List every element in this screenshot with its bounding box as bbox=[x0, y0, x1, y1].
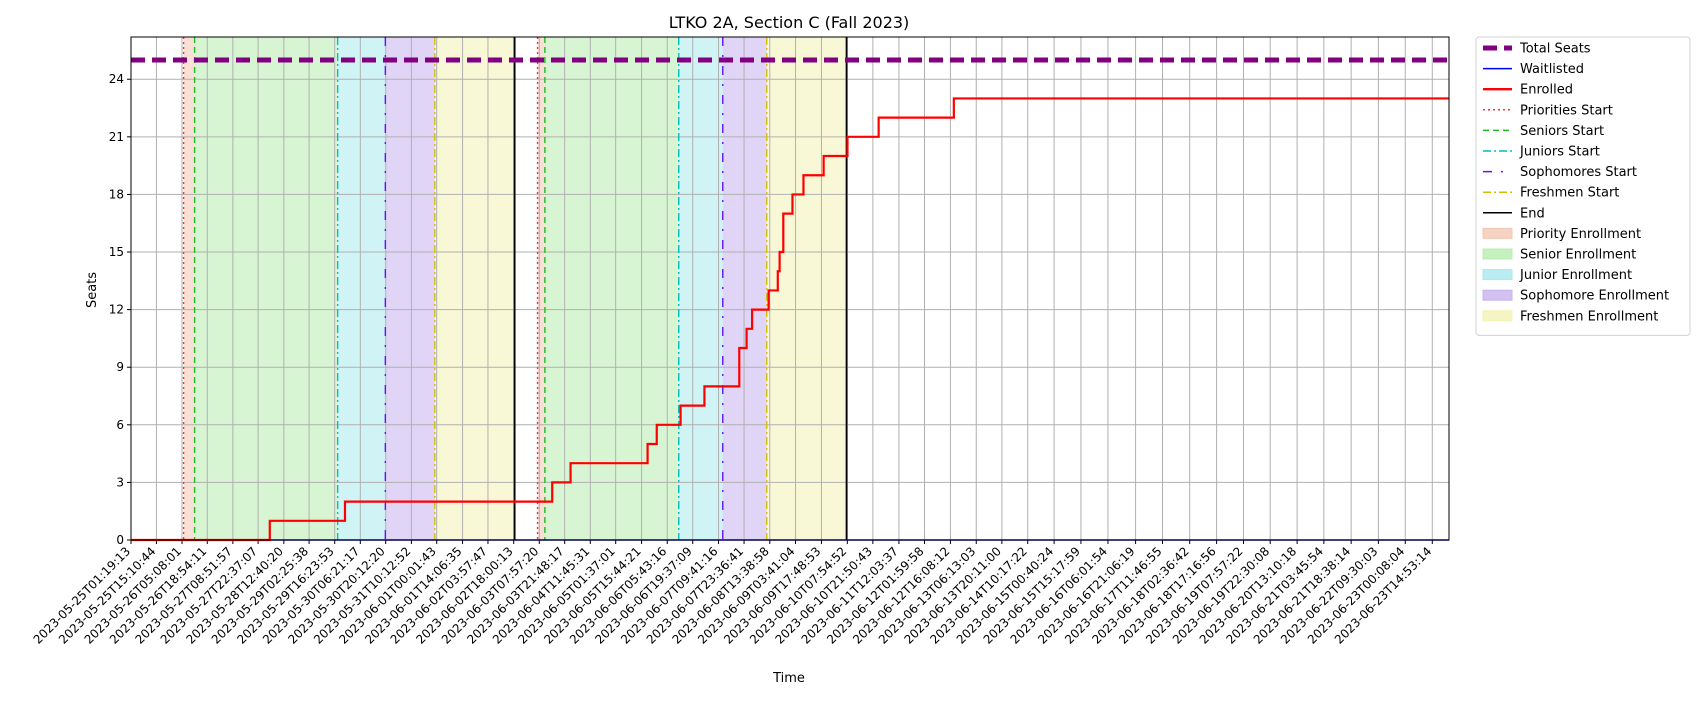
span-senior-enrollment bbox=[544, 37, 679, 540]
legend-total-seats-label: Total Seats bbox=[1519, 42, 1591, 57]
span-senior-enrollment bbox=[194, 37, 338, 540]
legend-freshmen-enrollment-swatch bbox=[1482, 310, 1513, 322]
y-tick-label: 0 bbox=[116, 533, 124, 547]
legend-priority-enrollment-swatch bbox=[1482, 227, 1513, 239]
y-tick-label: 24 bbox=[109, 72, 124, 86]
y-axis-label: Seats bbox=[85, 272, 100, 308]
legend-sophomore-enrollment-label: Sophomore Enrollment bbox=[1520, 289, 1669, 304]
legend-priorities-start-label: Priorities Start bbox=[1520, 103, 1613, 118]
y-tick-label: 12 bbox=[109, 303, 124, 317]
legend: Total Seats Waitlisted Enrolled Priorities … bbox=[1475, 36, 1691, 336]
x-axis-label: Time bbox=[772, 671, 805, 686]
legend-senior-enrollment-label: Senior Enrollment bbox=[1520, 248, 1636, 263]
y-tick-label: 3 bbox=[116, 475, 124, 489]
legend-junior-enrollment-label: Junior Enrollment bbox=[1519, 268, 1632, 283]
span-priority-enrollment bbox=[183, 37, 195, 540]
span-sophomore-enrollment bbox=[385, 37, 435, 540]
legend-junior-enrollment-swatch bbox=[1482, 269, 1513, 281]
legend-sophomore-enrollment-swatch bbox=[1482, 289, 1513, 301]
series-enrolled bbox=[131, 97, 1449, 542]
chart-title: LTKO 2A, Section C (Fall 2023) bbox=[669, 13, 910, 32]
span-junior-enrollment bbox=[678, 37, 723, 540]
legend-seniors-start-label: Seniors Start bbox=[1520, 124, 1604, 139]
legend-end-label: End bbox=[1520, 206, 1545, 221]
legend-enrolled-label: Enrolled bbox=[1520, 83, 1573, 98]
y-tick-label: 18 bbox=[109, 187, 124, 201]
span-freshmen-enrollment bbox=[434, 37, 515, 540]
span-freshmen-enrollment bbox=[766, 37, 847, 540]
y-tick-label: 6 bbox=[116, 418, 124, 432]
y-tick-label: 21 bbox=[109, 130, 124, 144]
legend-waitlisted-label: Waitlisted bbox=[1520, 62, 1584, 77]
axes-frame bbox=[130, 36, 1450, 541]
y-tick-label: 15 bbox=[109, 245, 124, 259]
legend-priority-enrollment-label: Priority Enrollment bbox=[1520, 227, 1641, 242]
legend-freshmen-start-label: Freshmen Start bbox=[1520, 186, 1619, 201]
legend-senior-enrollment-swatch bbox=[1482, 248, 1513, 260]
span-priority-enrollment bbox=[537, 37, 545, 540]
legend-sophomores-start-label: Sophomores Start bbox=[1520, 165, 1637, 180]
plot-area: 2023-05-25T01:19:132023-05-25T15:10:4420… bbox=[31, 36, 1450, 647]
legend-freshmen-enrollment-label: Freshmen Enrollment bbox=[1520, 309, 1658, 324]
span-junior-enrollment bbox=[337, 37, 386, 540]
span-sophomore-enrollment bbox=[722, 37, 767, 540]
y-tick-label: 9 bbox=[116, 360, 124, 374]
legend-juniors-start-label: Juniors Start bbox=[1519, 145, 1600, 160]
legend-box bbox=[1475, 36, 1691, 336]
